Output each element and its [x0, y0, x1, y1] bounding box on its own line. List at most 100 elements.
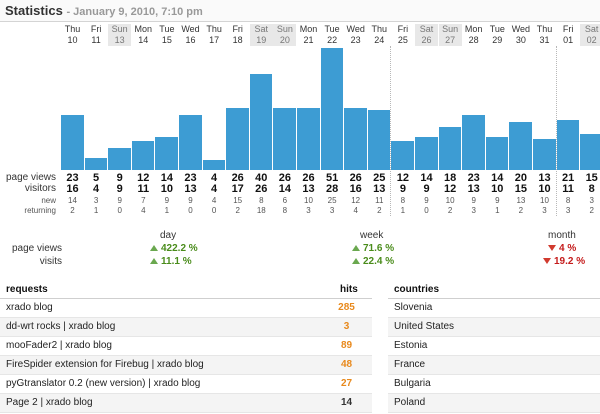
arrow-down-icon: [548, 245, 556, 252]
visitors-value: 16: [66, 183, 79, 195]
request-title: FireSpider extension for Firebug | xrado…: [6, 359, 204, 370]
request-row[interactable]: xrado blog 285: [0, 299, 372, 318]
bar-page-views[interactable]: [509, 122, 532, 170]
day-of-week: Wed: [511, 24, 531, 34]
day-of-month: 28: [468, 35, 479, 45]
new-value: 9: [471, 196, 476, 205]
day-label: Sat 26: [415, 24, 438, 46]
returning-value: 18: [256, 206, 266, 215]
bar-page-views[interactable]: [485, 137, 509, 170]
day-of-week: Wed: [181, 24, 200, 34]
page-views-value: 14: [420, 172, 433, 184]
visitors-value: 16: [349, 183, 362, 195]
page-views-value: 23: [184, 172, 197, 184]
new-value: 9: [117, 196, 122, 205]
bar-page-views[interactable]: [179, 115, 202, 170]
visitors-value: 9: [116, 183, 123, 195]
arrow-up-icon: [352, 245, 360, 252]
day-of-month: 13: [114, 35, 125, 45]
visitors-value: 10: [491, 183, 504, 195]
bar-page-views[interactable]: [108, 148, 131, 170]
bar-page-views[interactable]: [131, 141, 155, 170]
page-views-value: 26: [302, 172, 315, 184]
bar-page-views[interactable]: [533, 139, 556, 170]
bar-page-views[interactable]: [438, 127, 462, 170]
returning-value: 0: [188, 206, 193, 215]
visitors-value: 9: [423, 183, 430, 195]
bar-page-views[interactable]: [226, 108, 249, 170]
request-row[interactable]: mooFader2 | xrado blog 89: [0, 337, 372, 356]
returning-value: 3: [471, 206, 476, 215]
day-label: Tue 29: [486, 24, 509, 46]
country-row[interactable]: Slovenia: [388, 299, 600, 318]
day-pageviews-change: 422.2 %: [150, 243, 198, 254]
visitors-value: 4: [211, 183, 218, 195]
country-row[interactable]: France: [388, 356, 600, 375]
request-title: xrado blog: [6, 302, 53, 313]
bar-page-views[interactable]: [367, 110, 391, 170]
country-row[interactable]: Estonia: [388, 337, 600, 356]
page-views-value: 23: [467, 172, 480, 184]
summary-label-page-views: page views: [11, 243, 62, 254]
bar-page-views[interactable]: [344, 108, 367, 170]
page-views-value: 4: [211, 172, 218, 184]
day-of-month: 26: [421, 35, 432, 45]
returning-value: 1: [495, 206, 500, 215]
bar-page-views[interactable]: [462, 115, 485, 170]
page-views-value: 26: [349, 172, 362, 184]
day-of-week: Mon: [134, 24, 153, 34]
bar-page-views[interactable]: [297, 108, 320, 170]
day-label: Fri 01: [557, 24, 580, 46]
country-row[interactable]: Bulgaria: [388, 375, 600, 394]
bar-page-views[interactable]: [249, 74, 273, 170]
bar-page-views[interactable]: [84, 158, 108, 170]
page-views-value: 18: [443, 172, 457, 184]
visitors-value: 13: [373, 183, 386, 195]
new-value: 12: [351, 196, 361, 205]
returning-value: 0: [424, 206, 429, 215]
request-row[interactable]: pyGtranslator 0.2 (new version) | xrado …: [0, 375, 372, 394]
day-of-week: Sun: [111, 24, 128, 34]
day-of-week: Wed: [346, 24, 365, 34]
country-row[interactable]: Poland: [388, 394, 600, 413]
new-value: 14: [68, 196, 77, 205]
day-of-month: 16: [185, 35, 196, 45]
bar-page-views[interactable]: [273, 108, 296, 170]
day-of-week: Thu: [206, 24, 222, 34]
row-label-page-views: page views: [5, 172, 56, 183]
page-views-value: 20: [514, 172, 528, 184]
pageviews-bar-chart: [0, 46, 600, 216]
arrow-down-icon: [543, 258, 551, 265]
bar-page-views[interactable]: [415, 137, 438, 170]
request-row[interactable]: dd-wrt rocks | xrado blog 3: [0, 318, 372, 337]
bar-page-views[interactable]: [556, 120, 580, 170]
page-views-value: 21: [561, 172, 575, 184]
new-value: 10: [304, 196, 313, 205]
bar-page-views[interactable]: [61, 115, 84, 170]
day-visits-change: 11.1 %: [150, 256, 192, 267]
new-value: 25: [327, 196, 337, 205]
new-value: 9: [424, 196, 429, 205]
visitors-value: 13: [302, 183, 315, 195]
bar-page-views[interactable]: [391, 141, 414, 170]
returning-value: 3: [306, 206, 311, 215]
page-views-value: 23: [66, 172, 79, 184]
bar-page-views[interactable]: [580, 134, 600, 170]
day-label: Thu 10: [61, 24, 84, 46]
country-name: United States: [394, 321, 455, 332]
row-label-visitors: visitors: [24, 183, 56, 194]
bar-page-views[interactable]: [155, 137, 178, 170]
request-row[interactable]: FireSpider extension for Firebug | xrado…: [0, 356, 372, 375]
request-row[interactable]: Page 2 | xrado blog 14: [0, 394, 372, 413]
visitors-value: 15: [514, 183, 528, 195]
bar-page-views[interactable]: [320, 48, 344, 170]
returning-value: 2: [518, 206, 524, 215]
day-of-week: Tue: [489, 24, 505, 34]
new-value: 8: [565, 196, 571, 205]
page-views-value: 26: [231, 172, 244, 184]
bar-page-views[interactable]: [202, 160, 226, 170]
country-row[interactable]: United States: [388, 318, 600, 337]
new-value: 10: [540, 196, 549, 205]
request-hits: 89: [340, 340, 353, 351]
day-label: Mon 28: [462, 24, 485, 46]
